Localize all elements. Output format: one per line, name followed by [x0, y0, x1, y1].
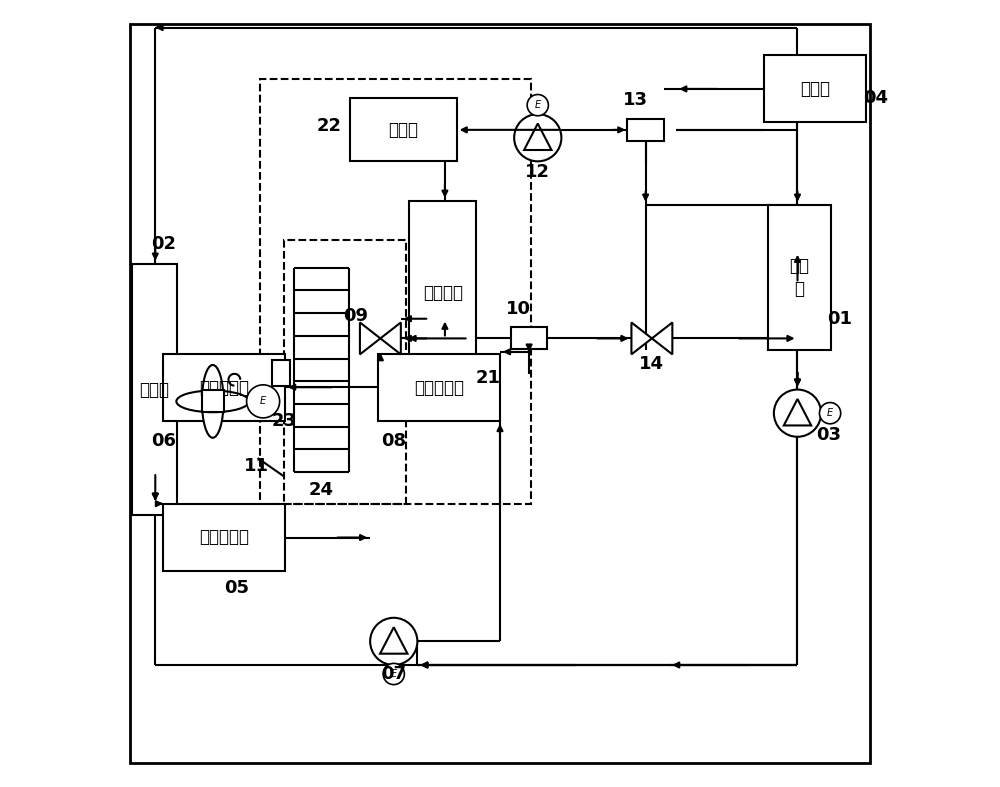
Polygon shape: [784, 399, 811, 426]
Circle shape: [383, 663, 404, 685]
Text: 03: 03: [816, 427, 841, 444]
Text: 06: 06: [151, 432, 176, 449]
Bar: [768, 205, 831, 350]
Text: 24: 24: [309, 481, 334, 498]
Bar: [378, 354, 500, 421]
Text: 10: 10: [506, 300, 531, 317]
Text: E: E: [391, 669, 397, 679]
Bar: [132, 264, 177, 515]
Text: 散热器: 散热器: [140, 381, 170, 398]
Text: 04: 04: [863, 90, 888, 107]
Bar: [272, 360, 290, 386]
Text: 节温器: 节温器: [800, 79, 830, 98]
Circle shape: [819, 403, 841, 424]
Bar: [409, 201, 476, 386]
Circle shape: [247, 385, 280, 418]
Bar: [764, 55, 866, 122]
Ellipse shape: [176, 390, 249, 412]
Bar: [202, 390, 224, 412]
Text: 22: 22: [317, 117, 342, 135]
Text: E: E: [827, 408, 833, 418]
Text: 暖风芯体: 暖风芯体: [423, 284, 463, 302]
Circle shape: [370, 618, 417, 665]
Text: 发动
机: 发动 机: [789, 257, 809, 298]
Circle shape: [774, 390, 821, 437]
Polygon shape: [524, 124, 551, 150]
Polygon shape: [380, 627, 407, 654]
Bar: [284, 240, 406, 504]
Text: 12: 12: [525, 163, 550, 180]
Polygon shape: [631, 323, 652, 354]
Text: 第二换热器: 第二换热器: [199, 379, 249, 397]
Text: 01: 01: [827, 310, 852, 327]
Bar: [260, 79, 531, 504]
Text: 02: 02: [151, 235, 176, 253]
Text: 09: 09: [343, 308, 368, 325]
Text: E: E: [535, 100, 541, 110]
Text: 05: 05: [224, 579, 249, 597]
Circle shape: [514, 114, 561, 161]
Bar: [627, 119, 664, 141]
Bar: [350, 98, 457, 161]
Text: 11: 11: [244, 457, 269, 475]
Text: 21: 21: [476, 369, 501, 386]
Polygon shape: [380, 323, 401, 354]
Text: 第一换热器: 第一换热器: [414, 379, 464, 397]
Polygon shape: [360, 323, 380, 354]
Text: 23: 23: [272, 412, 297, 430]
Text: 加热器: 加热器: [389, 121, 419, 139]
Circle shape: [527, 94, 548, 116]
Text: E: E: [260, 397, 266, 406]
Bar: [163, 354, 285, 421]
Bar: [163, 504, 285, 571]
Text: 08: 08: [381, 432, 406, 449]
Text: 14: 14: [639, 356, 664, 373]
Text: 动力电池包: 动力电池包: [199, 528, 249, 546]
Ellipse shape: [202, 365, 224, 438]
Polygon shape: [652, 323, 672, 354]
Bar: [511, 327, 547, 349]
Text: 07: 07: [381, 666, 406, 683]
Text: 13: 13: [623, 91, 648, 109]
